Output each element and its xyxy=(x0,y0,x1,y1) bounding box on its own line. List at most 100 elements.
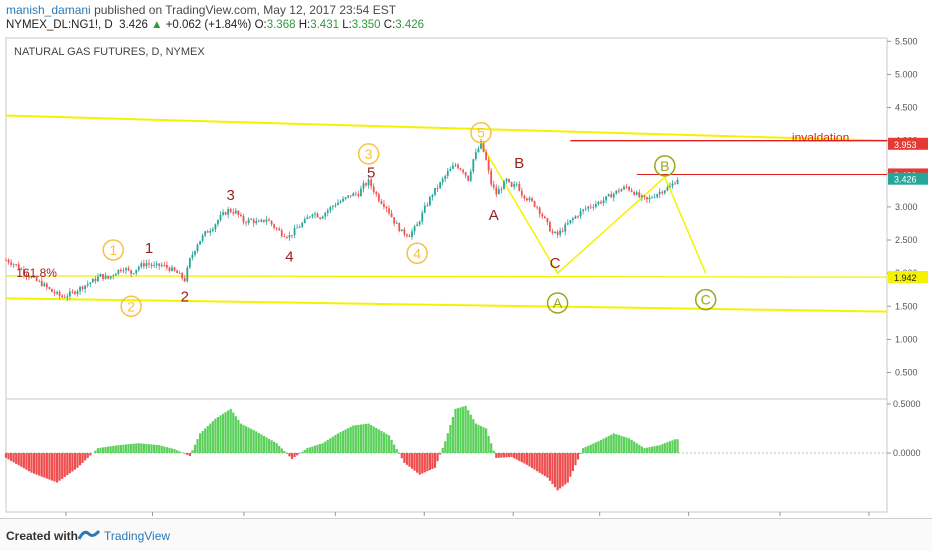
histogram-bar xyxy=(217,417,219,453)
histogram-bar xyxy=(350,427,352,453)
candle-body xyxy=(600,202,602,203)
wave-label-text: 5 xyxy=(477,125,485,141)
candle-body xyxy=(230,209,232,212)
histogram-bar xyxy=(46,453,48,479)
histogram-bar xyxy=(23,453,25,468)
y-tick-label: 4.500 xyxy=(895,103,918,113)
candle-body xyxy=(110,276,112,278)
candle-body xyxy=(133,273,135,274)
candle-body xyxy=(125,268,127,270)
candle-body xyxy=(373,186,375,192)
histogram-bar xyxy=(199,433,201,453)
histogram-bar xyxy=(48,453,50,480)
histogram-bar xyxy=(493,451,495,453)
candle-body xyxy=(615,191,617,194)
histogram-bar xyxy=(281,448,283,453)
histogram-bar xyxy=(339,432,341,453)
tradingview-link[interactable]: TradingView xyxy=(104,529,170,543)
histogram-bar xyxy=(13,453,15,462)
candle-body xyxy=(235,211,237,214)
wave-label-text: B xyxy=(660,158,669,174)
histogram-bar xyxy=(43,453,45,478)
histogram-bar xyxy=(431,453,433,469)
price-tag-label: 3.426 xyxy=(894,175,917,185)
histogram-bar xyxy=(10,453,12,461)
candle-body xyxy=(638,192,640,197)
candle-body xyxy=(605,196,607,200)
histogram-bar xyxy=(61,453,63,479)
candle-body xyxy=(263,220,265,222)
candle-body xyxy=(59,292,61,296)
candle-body xyxy=(135,270,137,273)
histogram-bar xyxy=(122,445,124,453)
candle-body xyxy=(659,192,661,194)
candle-body xyxy=(189,258,191,268)
candle-body xyxy=(56,292,58,294)
candle-body xyxy=(212,229,214,231)
candle-body xyxy=(84,285,86,289)
candle-body xyxy=(225,212,227,214)
candle-body xyxy=(365,183,367,185)
histogram-bar xyxy=(526,453,528,465)
histogram-bar xyxy=(311,446,313,453)
candle-body xyxy=(580,211,582,216)
wave-label-text: 2 xyxy=(181,288,189,305)
wave-label-text: 3 xyxy=(227,187,235,204)
candle-body xyxy=(488,160,490,171)
histogram-bar xyxy=(536,453,538,471)
chart-canvas[interactable]: NATURAL GAS FUTURES, D, NYMEX 1234512345… xyxy=(0,0,932,518)
candle-body xyxy=(64,297,66,298)
candle-body xyxy=(352,193,354,196)
candle-body xyxy=(592,207,594,208)
histogram-bar xyxy=(585,447,587,453)
candle-body xyxy=(345,197,347,198)
histogram-bar xyxy=(477,425,479,453)
histogram-bar xyxy=(480,426,482,453)
histogram-bar xyxy=(628,438,630,453)
histogram-bar xyxy=(666,442,668,453)
histogram-bar xyxy=(316,445,318,453)
candle-body xyxy=(495,187,497,194)
candle-body xyxy=(273,224,275,227)
candle-body xyxy=(375,192,377,194)
candle-body xyxy=(138,267,140,270)
y-tick-label: 1.000 xyxy=(895,334,918,344)
histogram-bar xyxy=(518,453,520,461)
candle-body xyxy=(140,263,142,267)
candle-body xyxy=(222,212,224,215)
histogram-bar xyxy=(99,448,101,453)
candle-body xyxy=(449,169,451,171)
histogram-bar xyxy=(602,439,604,453)
candle-body xyxy=(358,194,360,196)
histogram-bar xyxy=(18,453,20,465)
candle-body xyxy=(429,197,431,205)
histogram-bar xyxy=(500,453,502,458)
candle-body xyxy=(536,207,538,208)
histogram-bar xyxy=(222,414,224,453)
candle-body xyxy=(10,263,12,265)
histogram-bar xyxy=(556,453,558,490)
candle-body xyxy=(337,203,339,205)
candle-body xyxy=(628,187,630,190)
histogram-bar xyxy=(15,453,17,464)
histogram-bar xyxy=(352,426,354,454)
tradingview-logo-icon xyxy=(78,528,100,542)
candle-body xyxy=(299,227,301,228)
candle-body xyxy=(94,279,96,281)
histogram-bar xyxy=(513,453,515,458)
histogram-bar xyxy=(76,453,78,468)
histogram-bar xyxy=(245,426,247,453)
candle-body xyxy=(184,278,186,281)
candle-body xyxy=(590,207,592,208)
histogram-bar xyxy=(87,453,89,458)
candle-body xyxy=(268,220,270,221)
histogram-bar xyxy=(421,453,423,473)
histogram-bar xyxy=(214,419,216,453)
candle-body xyxy=(559,231,561,235)
candle-body xyxy=(411,231,413,237)
histogram-bar xyxy=(659,445,661,453)
histogram-bar xyxy=(304,450,306,453)
histogram-bar xyxy=(276,443,278,453)
candle-body xyxy=(403,229,405,234)
candle-body xyxy=(585,209,587,210)
